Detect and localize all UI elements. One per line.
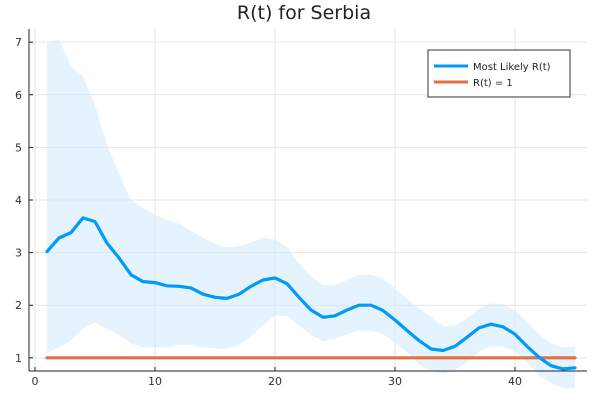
y-tick-label: 6 — [15, 89, 22, 102]
y-tick-label: 4 — [15, 194, 22, 207]
x-tick-label: 30 — [388, 375, 402, 388]
series-layer — [45, 216, 577, 371]
x-tick-label: 0 — [32, 375, 39, 388]
tick-labels: 0 10 20 30 40 1 2 3 4 5 6 7 — [15, 36, 522, 388]
legend-box — [427, 49, 571, 98]
y-tick-label: 5 — [15, 141, 22, 154]
y-tick-label: 2 — [15, 299, 22, 312]
y-tick-label: 3 — [15, 247, 22, 260]
legend-label-r-equals-one: R(t) = 1 — [473, 78, 513, 89]
x-tick-label: 40 — [508, 375, 522, 388]
legend-label-most-likely: Most Likely R(t) — [473, 62, 551, 73]
y-tick-label: 1 — [15, 352, 22, 365]
x-tick-label: 10 — [148, 375, 162, 388]
legend: Most Likely R(t) R(t) = 1 — [427, 49, 571, 98]
confidence-band-layer — [47, 39, 575, 389]
x-tick-label: 20 — [268, 375, 282, 388]
series-line-most-likely — [45, 216, 577, 371]
axes — [28, 29, 587, 372]
y-tick-label: 7 — [15, 36, 22, 49]
confidence-band — [47, 39, 575, 389]
chart-title: R(t) for Serbia — [237, 2, 371, 24]
